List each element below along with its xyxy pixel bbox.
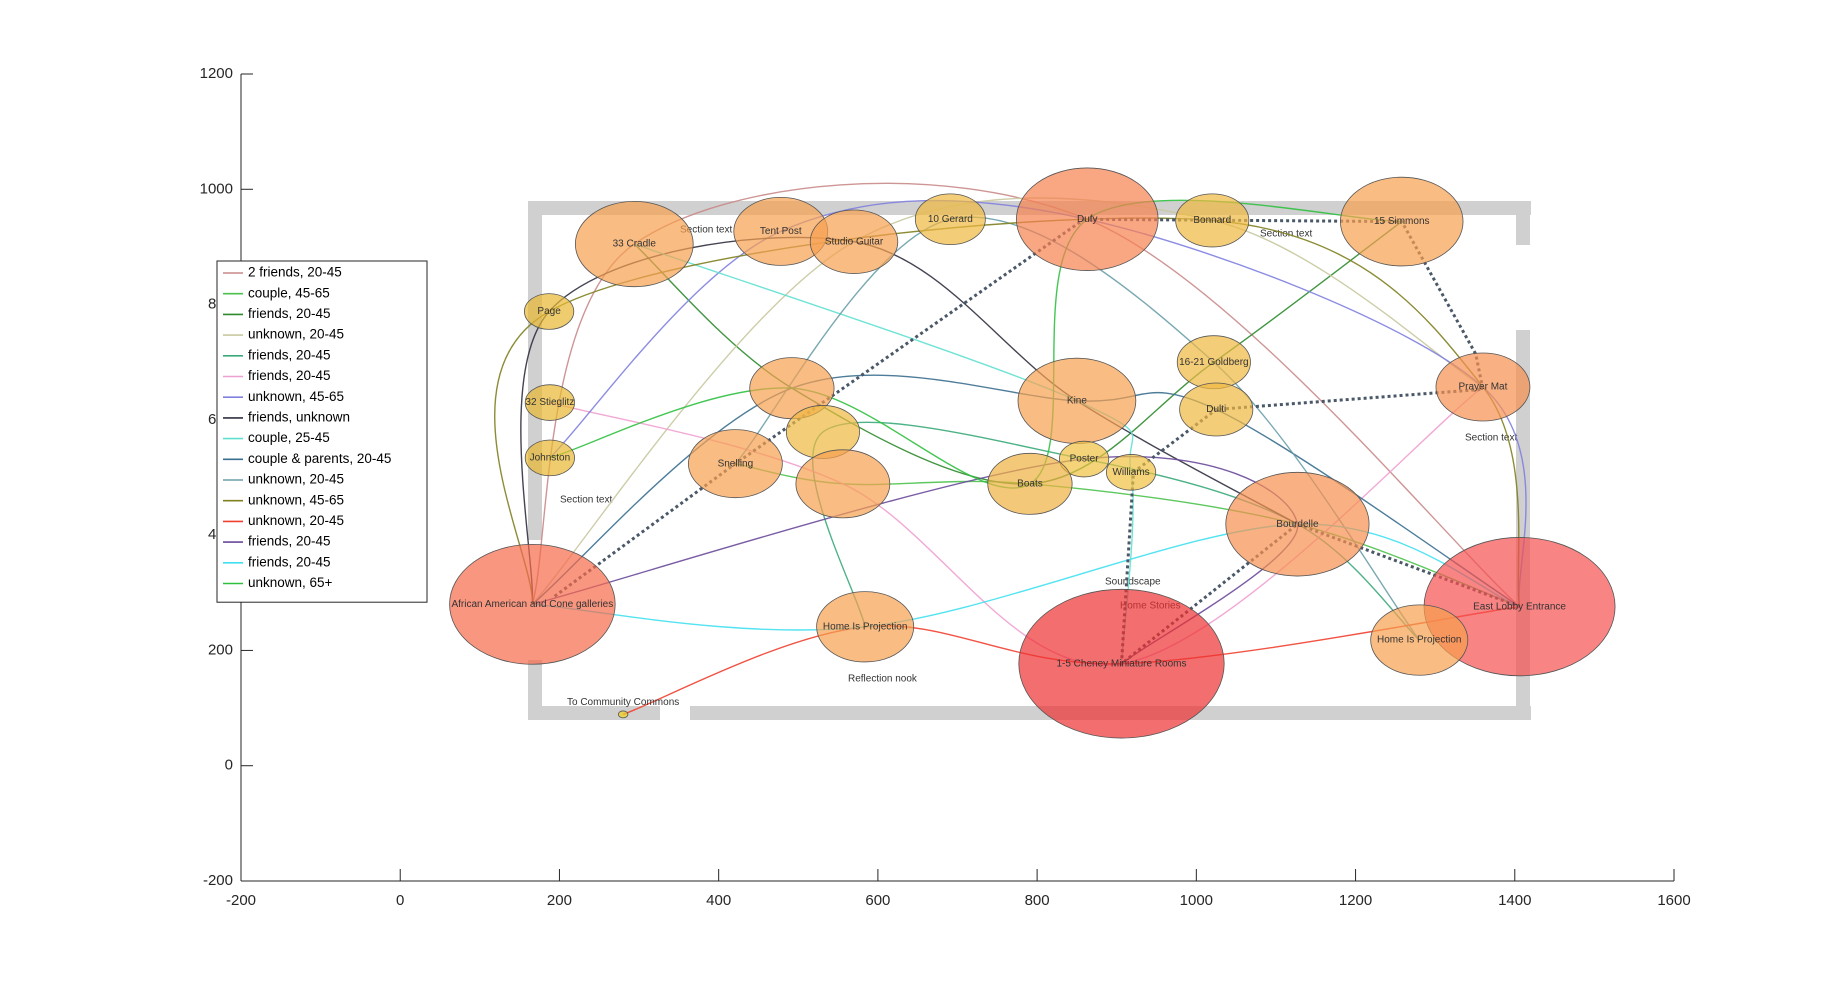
bubble (574, 200, 694, 288)
bubble-label: 15 Simmons (1374, 216, 1430, 227)
bubble-label: Dulti (1206, 404, 1226, 415)
bubble-label: Prayer Mat (1458, 382, 1507, 393)
bubble-label: Dufy (1077, 214, 1098, 225)
bubble (1175, 193, 1250, 248)
legend-label: couple & parents, 20-45 (248, 451, 391, 466)
x-tick-label: 600 (865, 892, 890, 909)
x-tick-label: 0 (396, 892, 404, 909)
x-tick-label: 1200 (1339, 892, 1372, 909)
x-tick-label: 800 (1025, 892, 1050, 909)
bubble (1105, 454, 1157, 491)
bubble (524, 293, 575, 330)
legend-label: unknown, 20-45 (248, 513, 344, 528)
legend-label: unknown, 20-45 (248, 472, 344, 487)
x-tick-label: 400 (706, 892, 731, 909)
bubble-label: Bourdelle (1276, 519, 1319, 530)
legend-label: friends, 20-45 (248, 368, 331, 383)
visitor-path (532, 523, 1520, 631)
legend-label: friends, 20-45 (248, 534, 331, 549)
y-tick-label: 1000 (200, 180, 233, 197)
bubble-label: Page (537, 306, 561, 317)
bubble (688, 429, 783, 499)
legend: 2 friends, 20-45 couple, 45-65 friends, 20… (216, 260, 428, 603)
legend-label: couple, 45-65 (248, 285, 330, 300)
y-tick-label: 200 (208, 641, 233, 658)
bubble-label: 32 Stieglitz (525, 397, 574, 408)
bubble (524, 439, 575, 477)
legend-label: unknown, 45-65 (248, 389, 344, 404)
legend-box (216, 260, 428, 603)
bubble (1370, 604, 1469, 676)
bubble-label: Tent Post (760, 226, 802, 237)
x-tick-label: 1400 (1498, 892, 1531, 909)
legend-label: friends, 20-45 (248, 306, 331, 321)
bubble-label: Bonnard (1193, 215, 1231, 226)
bubble-label: Johnston (530, 453, 571, 464)
bubble (449, 543, 616, 665)
bubble-label: 10 Gerard (928, 214, 973, 225)
bubble (1059, 440, 1110, 478)
bubble (1179, 382, 1254, 437)
bubble-label: Kine (1067, 395, 1087, 406)
bubble-label: 16-21 Goldberg (1179, 357, 1249, 368)
annotation: Reflection nook (848, 674, 918, 685)
bubble-label: Williams (1112, 467, 1149, 478)
bubble (1016, 167, 1159, 271)
bubble-label: Snelling (718, 458, 754, 469)
visitor-path (532, 455, 1299, 665)
bubble-label: African American and Cone galleries (451, 599, 613, 610)
annotation: Soundscape (1105, 577, 1161, 588)
x-tick-label: 1000 (1180, 892, 1213, 909)
bubble-label: Home Is Projection (823, 621, 907, 632)
annotation: Section text (1465, 433, 1517, 444)
bubble (809, 209, 899, 274)
x-tick-label: 200 (547, 892, 572, 909)
bubble (1340, 176, 1464, 267)
bubble-label: 33 Cradle (613, 239, 657, 250)
bubble-label: Studio Guitar (825, 236, 884, 247)
bubble-label: Poster (1070, 454, 1100, 465)
bubble-label: East Lobby Entrance (1473, 601, 1566, 612)
visitor-path (622, 605, 1520, 716)
bubble (914, 193, 986, 246)
y-tick-label: 1200 (200, 65, 233, 82)
legend-label: friends, 20-45 (248, 554, 331, 569)
bubble-label: To Community Commons (567, 697, 679, 708)
x-tick-label: -200 (226, 892, 256, 909)
bubble (524, 384, 575, 421)
legend-label: unknown, 65+ (248, 575, 333, 590)
bubble (1018, 588, 1225, 739)
bubble (1435, 352, 1531, 422)
bubble (617, 710, 629, 719)
bubble-label: 1-5 Cheney Miniature Rooms (1056, 658, 1186, 669)
visitor-path (520, 236, 1298, 605)
legend-label: friends, unknown (248, 409, 350, 424)
legend-label: friends, 20-45 (248, 347, 331, 362)
annotation: Section text (560, 495, 612, 506)
bubble (795, 449, 891, 519)
x-tick-label: 1600 (1657, 892, 1690, 909)
bubble (987, 452, 1073, 515)
bubbles: 33 Cradle Tent Post Studio Guitar 10 Gerard… (449, 167, 1616, 739)
tour-route (553, 217, 1521, 667)
annotation: Section text (680, 225, 732, 236)
legend-label: 2 friends, 20-45 (248, 265, 342, 280)
bubble (816, 591, 915, 663)
bubble-label: Home Is Projection (1377, 635, 1461, 646)
legend-label: unknown, 20-45 (248, 327, 344, 342)
y-tick-label: 0 (225, 757, 233, 774)
bubble (1225, 471, 1370, 577)
y-tick-label: -200 (203, 872, 233, 889)
bubble-label: Boats (1017, 478, 1043, 489)
legend-label: unknown, 45-65 (248, 492, 344, 507)
legend-label: couple, 25-45 (248, 430, 330, 445)
visitor-path (531, 197, 1484, 605)
